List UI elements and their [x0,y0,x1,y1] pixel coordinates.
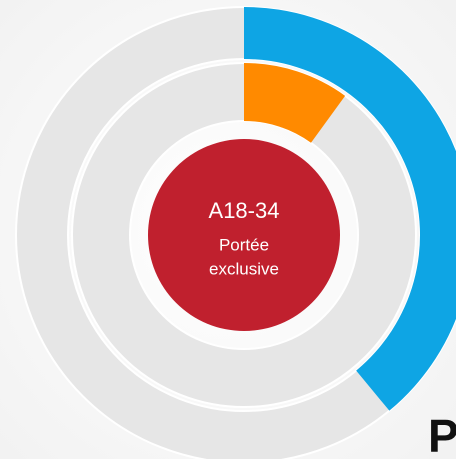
ring-segment [244,7,456,411]
center-title: A18-34 [209,198,280,223]
rings [15,6,456,459]
corner-text: P [428,410,456,459]
ring-segment [244,63,346,143]
center-line: exclusive [209,259,279,278]
center-line: Portée [219,235,269,254]
center-circle [148,139,340,331]
